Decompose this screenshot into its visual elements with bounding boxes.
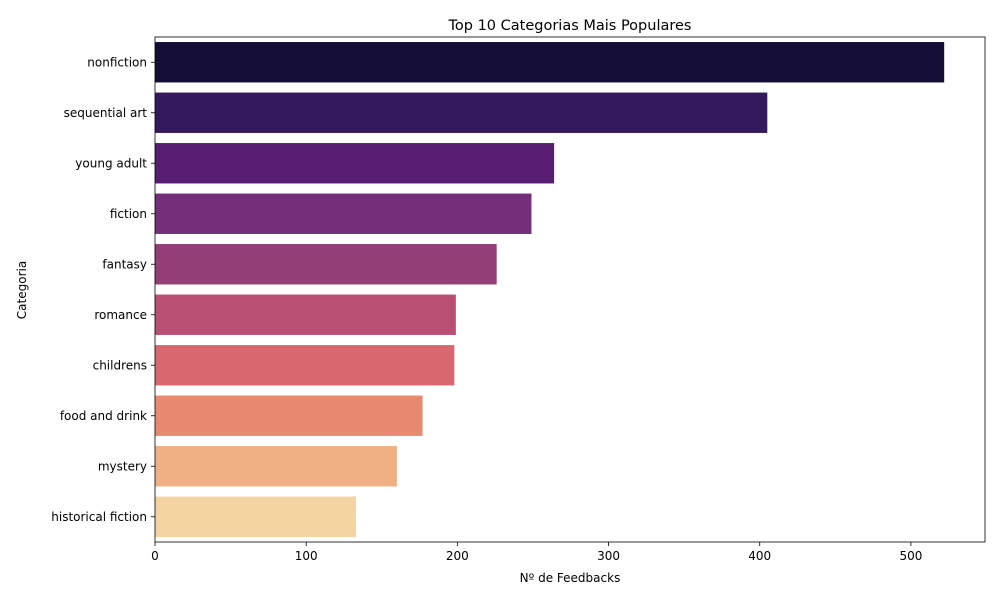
- plot-frame: [154, 36, 986, 543]
- y-tick-label: mystery: [98, 459, 147, 473]
- y-tick-label: sequential art: [64, 106, 148, 120]
- y-ticks-group: nonfiction sequential art young adult ficti…: [51, 55, 155, 524]
- bar-sequential-art: [155, 92, 768, 133]
- x-tick-label: 200: [446, 549, 469, 563]
- y-tick-label: nonfiction: [87, 55, 147, 69]
- x-tick-label: 100: [295, 549, 318, 563]
- x-axis-label: Nº de Feedbacks: [520, 571, 621, 585]
- y-axis-label: Categoria: [15, 261, 29, 319]
- chart-title: Top 10 Categorias Mais Populares: [448, 18, 692, 34]
- bar-fantasy: [155, 244, 497, 285]
- bar-historical-fiction: [155, 496, 357, 537]
- x-tick-label: 500: [899, 549, 922, 563]
- y-tick-label: young adult: [75, 156, 147, 170]
- bar-childrens: [155, 345, 455, 386]
- bars-group: [155, 42, 945, 537]
- bar-fiction: [155, 193, 532, 234]
- bar-nonfiction: [155, 42, 945, 83]
- bar-romance: [155, 294, 456, 335]
- y-tick-label: romance: [94, 308, 147, 322]
- bar-food-and-drink: [155, 395, 423, 436]
- bar-young-adult: [155, 143, 555, 184]
- x-tick-label: 0: [151, 549, 159, 563]
- x-ticks-group: 0 100 200 300 400 500: [151, 542, 922, 563]
- y-tick-label: fantasy: [102, 257, 147, 271]
- x-tick-label: 400: [748, 549, 771, 563]
- y-tick-label: fiction: [110, 207, 147, 221]
- y-tick-label: historical fiction: [51, 510, 147, 524]
- x-tick-label: 300: [597, 549, 620, 563]
- y-tick-label: childrens: [93, 358, 147, 372]
- y-tick-label: food and drink: [60, 409, 147, 423]
- bar-mystery: [155, 446, 397, 487]
